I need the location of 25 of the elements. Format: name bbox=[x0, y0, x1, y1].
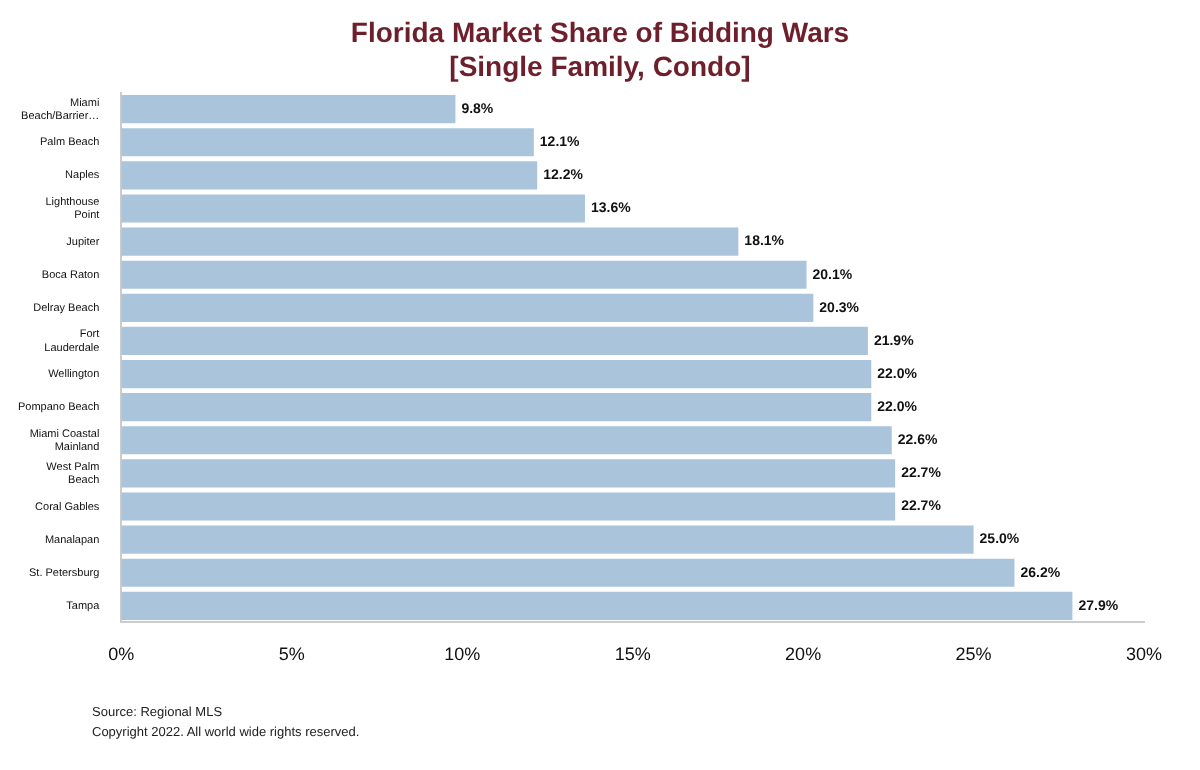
x-tick-label: 20% bbox=[785, 644, 822, 665]
x-tick-label: 5% bbox=[278, 644, 305, 665]
bar bbox=[121, 492, 896, 521]
chart-title: Florida Market Share of Bidding Wars bbox=[348, 16, 852, 50]
bar bbox=[121, 326, 868, 356]
bar bbox=[121, 260, 807, 289]
x-tick-label: 15% bbox=[614, 644, 651, 665]
bar bbox=[121, 393, 872, 422]
bar bbox=[121, 591, 1073, 620]
bar bbox=[121, 227, 739, 256]
x-tick-label: 0% bbox=[108, 644, 135, 665]
x-tick-label: 10% bbox=[444, 644, 481, 665]
bar bbox=[121, 359, 872, 389]
bar bbox=[121, 161, 538, 190]
x-tick-label: 25% bbox=[955, 644, 992, 665]
bar bbox=[121, 525, 974, 554]
bar bbox=[121, 95, 456, 124]
bar bbox=[121, 558, 1015, 587]
bar bbox=[121, 194, 585, 223]
bar bbox=[121, 293, 814, 322]
bar bbox=[121, 459, 896, 488]
bar bbox=[121, 426, 892, 455]
bar bbox=[121, 128, 534, 157]
chart-subtitle: [Single Family, Condo] bbox=[447, 50, 753, 84]
x-tick-label: 30% bbox=[1125, 644, 1163, 665]
